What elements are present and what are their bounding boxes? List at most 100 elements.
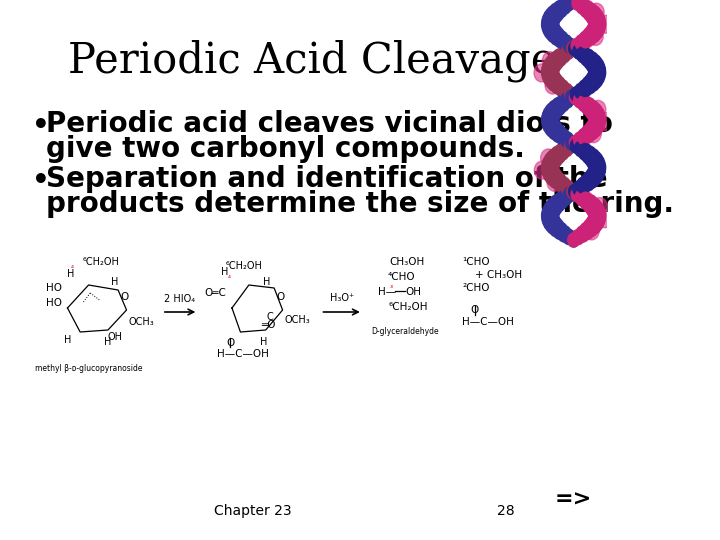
Text: =>: =>: [555, 490, 593, 510]
Circle shape: [550, 194, 565, 213]
Text: OCH₃: OCH₃: [128, 317, 154, 327]
Circle shape: [542, 11, 559, 31]
Text: ⁶CH₂OH: ⁶CH₂OH: [388, 302, 428, 312]
Circle shape: [589, 14, 606, 35]
Circle shape: [552, 173, 567, 191]
Circle shape: [571, 187, 584, 202]
Circle shape: [564, 138, 577, 153]
Circle shape: [588, 9, 604, 28]
Circle shape: [578, 144, 593, 160]
Circle shape: [598, 15, 613, 33]
Circle shape: [541, 149, 556, 167]
Text: HO: HO: [46, 298, 63, 308]
Text: C: C: [266, 312, 274, 322]
Circle shape: [534, 161, 549, 179]
Circle shape: [557, 46, 571, 63]
Circle shape: [561, 132, 574, 147]
Circle shape: [585, 148, 600, 167]
Circle shape: [588, 114, 605, 134]
Circle shape: [585, 6, 601, 25]
Circle shape: [551, 146, 566, 164]
Circle shape: [543, 57, 559, 77]
Circle shape: [559, 35, 572, 51]
Circle shape: [577, 95, 592, 112]
Circle shape: [542, 52, 557, 70]
Text: H: H: [64, 335, 71, 345]
Circle shape: [572, 0, 585, 11]
Circle shape: [541, 112, 559, 132]
Circle shape: [588, 163, 604, 183]
Text: + CH₃OH: + CH₃OH: [475, 270, 522, 280]
Circle shape: [589, 160, 606, 180]
Circle shape: [561, 92, 574, 108]
Circle shape: [576, 226, 590, 242]
Circle shape: [551, 76, 566, 94]
Circle shape: [547, 148, 563, 167]
Circle shape: [541, 63, 559, 83]
Text: •: •: [32, 167, 50, 195]
Circle shape: [588, 154, 605, 174]
Circle shape: [577, 177, 590, 193]
Circle shape: [572, 44, 585, 59]
Circle shape: [580, 1, 594, 18]
Circle shape: [562, 230, 575, 245]
Circle shape: [588, 209, 606, 228]
Circle shape: [542, 17, 559, 37]
Circle shape: [582, 219, 598, 237]
Circle shape: [586, 103, 603, 122]
Circle shape: [564, 187, 576, 202]
Text: ⁴CHO: ⁴CHO: [388, 272, 415, 282]
Text: H: H: [263, 277, 270, 287]
Circle shape: [542, 66, 559, 86]
Circle shape: [578, 79, 593, 97]
Circle shape: [580, 222, 594, 240]
Circle shape: [587, 151, 603, 171]
Circle shape: [542, 209, 559, 228]
Circle shape: [556, 95, 570, 112]
Circle shape: [546, 215, 562, 234]
Circle shape: [544, 9, 560, 28]
Circle shape: [575, 141, 588, 157]
Text: O: O: [276, 292, 285, 302]
Circle shape: [572, 181, 585, 196]
Circle shape: [574, 132, 587, 147]
Circle shape: [547, 173, 562, 191]
Circle shape: [589, 60, 606, 80]
Circle shape: [584, 122, 600, 140]
Text: H: H: [104, 337, 112, 347]
Circle shape: [545, 103, 561, 122]
Circle shape: [582, 76, 597, 94]
Circle shape: [542, 154, 559, 174]
Circle shape: [589, 63, 606, 83]
Circle shape: [586, 125, 601, 143]
Circle shape: [545, 76, 560, 94]
Circle shape: [564, 87, 577, 102]
Text: O═C: O═C: [204, 288, 226, 298]
Circle shape: [566, 136, 578, 150]
Circle shape: [588, 202, 605, 222]
Text: H—C—OH: H—C—OH: [217, 349, 269, 359]
Circle shape: [549, 170, 564, 188]
Circle shape: [543, 114, 559, 134]
Circle shape: [588, 17, 605, 37]
Circle shape: [550, 28, 565, 45]
Circle shape: [566, 90, 578, 104]
Circle shape: [543, 106, 559, 125]
Circle shape: [567, 184, 579, 199]
Circle shape: [541, 109, 559, 129]
Circle shape: [575, 190, 589, 206]
Text: methyl β-ᴅ-glucopyranoside: methyl β-ᴅ-glucopyranoside: [35, 364, 143, 373]
Circle shape: [584, 222, 599, 240]
Text: give two carbonyl compounds.: give two carbonyl compounds.: [46, 135, 526, 163]
Circle shape: [555, 79, 569, 97]
Circle shape: [590, 100, 606, 118]
Text: ⁴: ⁴: [71, 264, 74, 273]
Circle shape: [588, 212, 604, 232]
Circle shape: [564, 38, 576, 53]
Circle shape: [592, 198, 608, 215]
Text: Separation and identification of the: Separation and identification of the: [46, 165, 608, 193]
Circle shape: [576, 0, 590, 14]
Circle shape: [553, 1, 567, 18]
Circle shape: [588, 57, 604, 77]
Circle shape: [546, 197, 562, 216]
